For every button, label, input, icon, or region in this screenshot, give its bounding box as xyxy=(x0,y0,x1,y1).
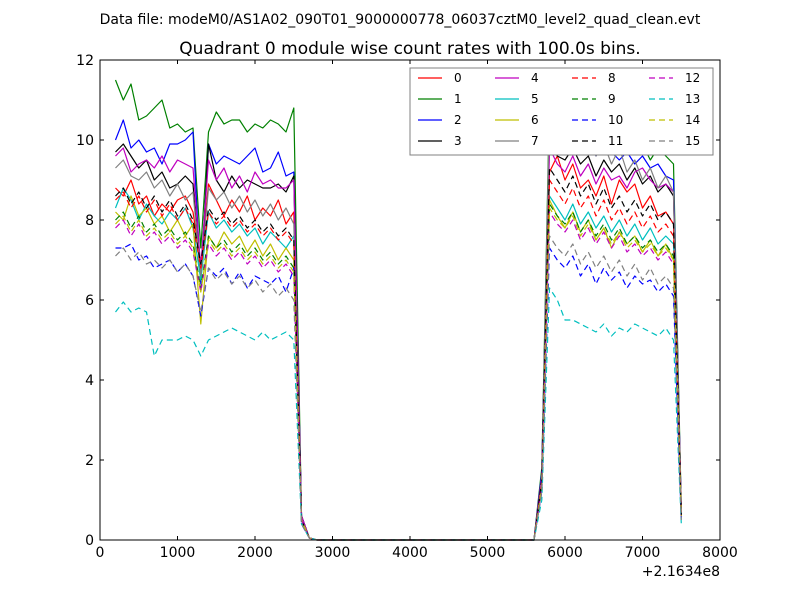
y-tick-label: 2 xyxy=(85,453,94,469)
legend-label-6: 6 xyxy=(531,113,539,127)
x-offset-label: +2.1634e8 xyxy=(642,564,720,580)
y-tick-label: 8 xyxy=(85,213,94,229)
x-tick-label: 7000 xyxy=(625,545,661,561)
series-line-11 xyxy=(115,167,682,541)
chart-suptitle: Data file: modeM0/AS1A02_090T01_90000007… xyxy=(100,12,701,28)
x-tick-label: 4000 xyxy=(392,545,428,561)
legend-label-0: 0 xyxy=(454,71,462,85)
y-tick-label: 12 xyxy=(76,53,94,69)
legend-label-15: 15 xyxy=(685,134,700,148)
y-tick-label: 4 xyxy=(85,373,94,389)
legend-label-1: 1 xyxy=(454,92,462,106)
series-line-13 xyxy=(115,287,682,541)
legend-label-12: 12 xyxy=(685,71,700,85)
y-tick-label: 0 xyxy=(85,533,94,549)
legend-label-4: 4 xyxy=(531,71,539,85)
legend-label-3: 3 xyxy=(454,134,462,148)
legend-label-7: 7 xyxy=(531,134,539,148)
series-line-9 xyxy=(115,203,682,541)
legend-label-5: 5 xyxy=(531,92,539,106)
x-tick-label: 5000 xyxy=(470,545,506,561)
x-tick-label: 8000 xyxy=(702,545,738,561)
legend-label-9: 9 xyxy=(608,92,616,106)
legend-label-8: 8 xyxy=(608,71,616,85)
x-tick-label: 6000 xyxy=(547,545,583,561)
ticks-layer: 0 1000 2000 3000 4000 5000 6000 7000 80000246810… xyxy=(76,53,738,561)
x-tick-label: 1000 xyxy=(160,545,196,561)
y-tick-label: 10 xyxy=(76,133,94,149)
legend-label-2: 2 xyxy=(454,113,462,127)
legend-label-10: 10 xyxy=(608,113,623,127)
x-tick-label: 0 xyxy=(96,545,105,561)
y-tick-label: 6 xyxy=(85,293,94,309)
x-tick-label: 3000 xyxy=(315,545,351,561)
x-tick-label: 2000 xyxy=(237,545,273,561)
legend-label-11: 11 xyxy=(608,134,623,148)
chart-title: Quadrant 0 module wise count rates with … xyxy=(179,39,640,59)
legend-label-14: 14 xyxy=(685,113,700,127)
legend-label-13: 13 xyxy=(685,92,700,106)
